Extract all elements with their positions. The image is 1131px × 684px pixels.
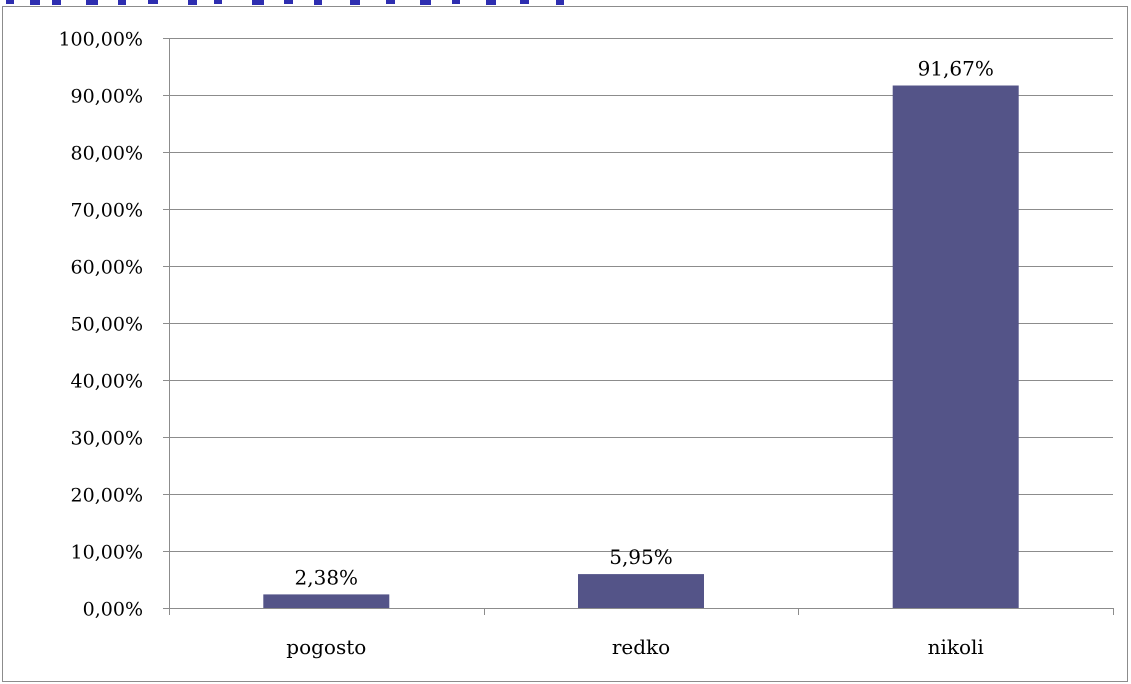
y-tick-label: 30,00%: [71, 428, 143, 450]
heading-descender: [214, 0, 222, 4]
bar-pogosto: [263, 594, 390, 608]
cropped-heading-marks: [6, 0, 564, 5]
y-tick-label: 80,00%: [71, 143, 143, 165]
heading-descender: [86, 0, 98, 5]
heading-descender: [486, 0, 496, 5]
category-label-nikoli: nikoli: [928, 635, 984, 659]
heading-descender: [6, 0, 14, 4]
y-tick-label: 70,00%: [71, 200, 143, 222]
heading-descender: [188, 0, 197, 5]
y-tick-label: 40,00%: [71, 371, 143, 393]
y-tick-label: 0,00%: [83, 599, 143, 621]
category-labels: pogosto redko nikoli: [286, 635, 984, 659]
axes: [163, 38, 1114, 615]
heading-descender: [314, 0, 322, 5]
category-label-pogosto: pogosto: [286, 635, 366, 659]
bar-redko: [578, 574, 704, 608]
heading-descender: [556, 0, 564, 5]
heading-descender: [148, 0, 158, 4]
heading-descender: [52, 0, 61, 5]
category-label-redko: redko: [612, 635, 670, 659]
heading-descender: [30, 0, 40, 5]
heading-descender: [252, 0, 264, 5]
data-label-nikoli: 91,67%: [918, 57, 994, 81]
y-tick-label: 10,00%: [71, 542, 143, 564]
heading-descender: [520, 0, 529, 4]
cropped-heading-fragment: [6, 0, 564, 5]
y-tick-label: 50,00%: [71, 314, 143, 336]
chart-frame: 0,00% 10,00% 20,00% 30,00% 40,00% 50,00% 60,00…: [2, 6, 1128, 682]
y-axis-tick-labels: 0,00% 10,00% 20,00% 30,00% 40,00% 50,00% 60,00…: [58, 29, 143, 621]
bar-chart: 0,00% 10,00% 20,00% 30,00% 40,00% 50,00% 60,00…: [58, 29, 1114, 659]
y-tick-label: 90,00%: [71, 86, 143, 108]
heading-descender: [118, 0, 126, 5]
heading-descender: [350, 0, 360, 5]
y-tick-label: 60,00%: [71, 257, 143, 279]
y-tick-label: 20,00%: [71, 485, 143, 507]
heading-descender: [420, 0, 431, 5]
cropped-heading-strip: [0, 0, 1131, 7]
heading-descender: [284, 0, 293, 4]
data-labels: 2,38% 5,95% 91,67%: [295, 57, 994, 590]
heading-descender: [386, 0, 395, 4]
bars: [263, 85, 1019, 608]
y-tick-label: 100,00%: [58, 29, 143, 51]
bar-nikoli: [892, 85, 1019, 608]
heading-descender: [452, 0, 460, 4]
data-label-pogosto: 2,38%: [295, 565, 359, 589]
data-label-redko: 5,95%: [609, 545, 673, 569]
